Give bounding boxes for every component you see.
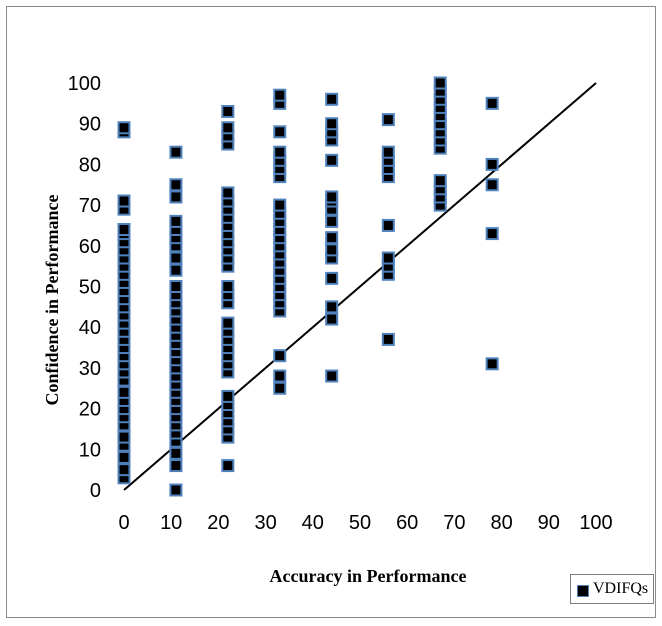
data-point	[325, 300, 339, 314]
data-point	[381, 113, 395, 127]
data-point	[273, 198, 287, 212]
data-point	[433, 76, 447, 90]
data-point	[273, 88, 287, 102]
x-tick-label: 20	[207, 512, 229, 534]
data-point	[169, 251, 183, 265]
data-point	[169, 483, 183, 497]
data-point	[325, 271, 339, 285]
data-point	[325, 117, 339, 131]
data-point	[325, 190, 339, 204]
data-point	[169, 214, 183, 228]
data-point	[381, 145, 395, 159]
data-point	[117, 450, 131, 464]
data-point	[221, 280, 235, 293]
data-point	[485, 178, 499, 192]
x-tick-label: 30	[254, 512, 276, 534]
data-point	[273, 145, 287, 159]
data-point	[485, 357, 499, 371]
data-point	[221, 121, 235, 135]
y-tick-label: 90	[79, 114, 101, 136]
data-point	[117, 463, 131, 477]
data-point	[273, 369, 287, 383]
data-point	[325, 214, 339, 228]
y-tick-label: 0	[90, 480, 101, 502]
data-point	[117, 194, 131, 208]
data-point	[221, 459, 235, 473]
data-point	[169, 263, 183, 277]
data-point	[169, 446, 183, 460]
tick-labels: 0 10 20 30 40 50 60 70 80 90 100 0 10 20 30 40 50 60 70 80 9…	[68, 73, 613, 534]
data-point	[325, 243, 339, 257]
x-tick-label: 60	[396, 512, 418, 534]
data-point	[273, 125, 287, 139]
x-tick-label: 10	[160, 512, 182, 534]
data-point	[273, 349, 287, 363]
y-tick-label: 70	[79, 195, 101, 217]
x-tick-label: 80	[490, 512, 512, 534]
data-point	[221, 316, 235, 330]
y-tick-label: 40	[79, 317, 101, 339]
reference-line	[123, 82, 597, 491]
x-tick-label: 100	[579, 512, 612, 534]
data-point	[381, 251, 395, 265]
y-tick-label: 20	[79, 399, 101, 421]
data-points	[117, 76, 499, 497]
data-point	[325, 92, 339, 106]
legend: VDIFQs	[570, 574, 654, 604]
x-tick-label: 90	[538, 512, 560, 534]
data-point	[485, 227, 499, 241]
data-point	[325, 312, 339, 326]
chart-frame	[6, 6, 656, 618]
y-tick-label: 60	[79, 236, 101, 258]
data-point	[273, 381, 287, 395]
x-tick-label: 70	[443, 512, 465, 534]
data-point	[169, 190, 183, 204]
data-point	[325, 231, 339, 245]
x-tick-label: 0	[118, 512, 129, 534]
data-point	[117, 430, 131, 444]
x-tick-label: 50	[349, 512, 371, 534]
legend-label: VDIFQs	[593, 580, 649, 597]
y-tick-label: 100	[68, 73, 101, 95]
legend-marker-icon	[577, 585, 589, 597]
data-point	[221, 104, 235, 118]
data-point	[169, 280, 183, 293]
y-tick-label: 50	[79, 277, 101, 299]
x-tick-label: 40	[302, 512, 324, 534]
data-point	[433, 174, 447, 188]
data-point	[325, 153, 339, 167]
data-point	[169, 178, 183, 192]
y-tick-label: 10	[79, 439, 101, 461]
y-tick-label: 80	[79, 154, 101, 176]
data-point	[381, 218, 395, 232]
y-tick-label: 30	[79, 358, 101, 380]
axes-layer	[123, 82, 597, 491]
data-point	[221, 186, 235, 200]
data-point	[485, 157, 499, 171]
data-point	[169, 459, 183, 473]
data-point	[485, 96, 499, 110]
data-point	[117, 223, 131, 237]
data-point	[221, 389, 235, 403]
data-point	[169, 145, 183, 159]
data-point	[325, 369, 339, 383]
data-point	[381, 332, 395, 346]
x-axis-title: Accuracy in Performance	[270, 566, 467, 586]
y-axis-title: Confidence in Performance	[42, 195, 62, 406]
data-point	[117, 385, 131, 399]
data-point	[117, 121, 131, 135]
